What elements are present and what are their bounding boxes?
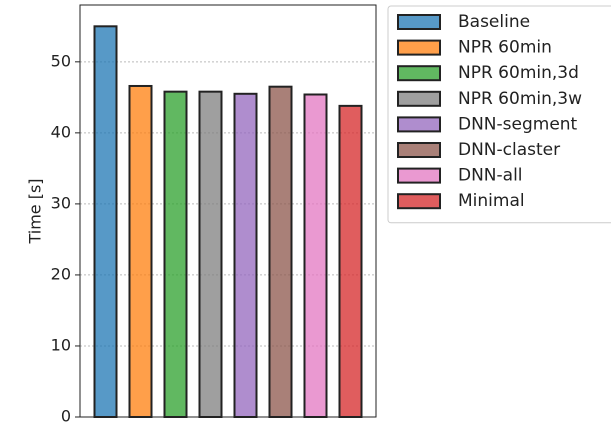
y-tick-label: 10 [51,335,71,354]
plot-frame [79,4,377,418]
y-tick-label: 0 [61,407,71,423]
bar [198,90,223,418]
legend-label: DNN-claster [458,140,560,160]
legend-label: NPR 60min [458,38,552,58]
legend-label: NPR 60min,3w [458,89,582,109]
legend-box [387,5,611,224]
legend-swatch [397,167,441,184]
y-tick-label: 50 [51,51,71,70]
bar [93,25,118,419]
legend-label: DNN-segment [458,114,578,134]
bar [268,85,293,418]
legend-swatch [397,14,441,30]
bar [338,104,363,419]
y-tick-label: 20 [51,264,71,283]
bar [303,93,328,418]
legend-swatch [397,116,441,133]
bar [163,90,188,418]
y-tick-label: 40 [51,122,71,141]
legend-label: Minimal [458,191,525,211]
bar [128,84,153,418]
legend-label: NPR 60min,3d [458,63,579,83]
y-axis-label: Time [s] [26,178,45,244]
y-tick-label: 30 [51,193,71,212]
legend-swatch [397,142,441,158]
legend-swatch [397,65,441,82]
legend-swatch [397,90,441,107]
legend-label: DNN-all [458,166,523,186]
legend-swatch [397,39,441,56]
legend-swatch [397,193,441,210]
bar [233,92,258,419]
legend-label: Baseline [458,12,530,32]
